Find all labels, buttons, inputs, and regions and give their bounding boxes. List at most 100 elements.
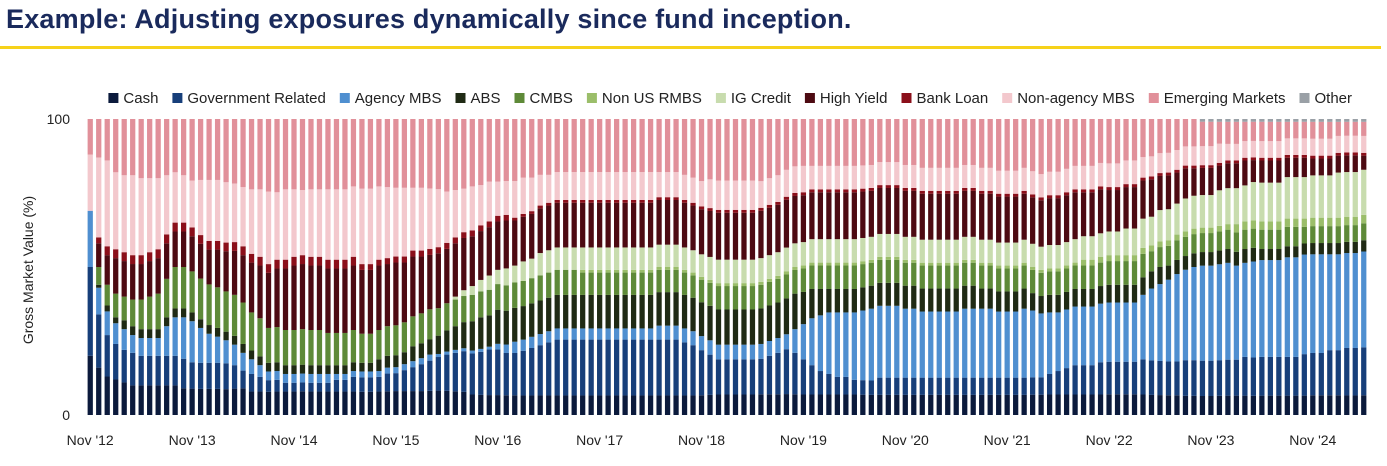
bar-segment xyxy=(1225,249,1231,263)
bar-segment xyxy=(962,377,968,395)
bar-segment xyxy=(749,359,756,395)
bar-segment xyxy=(359,119,365,189)
bar-segment xyxy=(1174,259,1180,275)
bar-segment xyxy=(537,334,543,346)
bar-segment xyxy=(418,391,424,415)
bar-segment xyxy=(1293,138,1299,155)
bar-segment xyxy=(1114,361,1121,395)
bar-segment xyxy=(1284,177,1290,219)
bar-segment xyxy=(495,309,501,344)
bar-segment xyxy=(1276,119,1282,122)
bar-segment xyxy=(1259,160,1265,183)
bar-segment xyxy=(1250,395,1257,415)
bar-segment xyxy=(1097,286,1104,304)
bar-segment xyxy=(936,262,942,266)
bar-segment xyxy=(529,119,535,178)
bar-segment xyxy=(495,221,501,270)
bar-segment xyxy=(698,119,705,182)
bar-segment xyxy=(1233,251,1240,266)
bar-segment xyxy=(622,328,628,340)
bars xyxy=(87,119,1367,415)
bar-segment xyxy=(223,242,229,252)
bar-segment xyxy=(452,237,458,244)
bar-segment xyxy=(673,119,679,173)
x-tick-label: Nov '16 xyxy=(474,432,521,448)
bar-segment xyxy=(1148,216,1155,246)
bar-segment xyxy=(1030,269,1036,294)
bar-segment xyxy=(834,165,840,190)
bar-segment xyxy=(1361,119,1367,122)
bar-segment xyxy=(1030,197,1036,244)
bar-segment xyxy=(834,394,840,415)
bar-segment xyxy=(834,376,840,395)
bar-segment xyxy=(741,212,747,260)
bar-segment xyxy=(554,328,560,340)
bar-segment xyxy=(130,385,136,415)
bar-segment xyxy=(231,344,238,366)
bar-segment xyxy=(1242,141,1248,158)
bar-segment xyxy=(996,311,1002,378)
bar-segment xyxy=(639,199,645,203)
bar-segment xyxy=(1361,121,1367,136)
bar-segment xyxy=(512,265,518,283)
bar-segment xyxy=(1301,177,1307,219)
bar-segment xyxy=(1097,303,1104,363)
bar-segment xyxy=(1080,394,1087,415)
bar-segment xyxy=(707,305,713,341)
bar-segment xyxy=(622,395,628,415)
bar-segment xyxy=(537,300,543,335)
bar-segment xyxy=(817,189,824,193)
bar-segment xyxy=(333,332,340,366)
bar-segment xyxy=(96,287,102,315)
bar-segment xyxy=(248,189,255,254)
bar-segment xyxy=(809,239,815,263)
bar-segment xyxy=(860,380,866,395)
bar-segment xyxy=(630,272,637,295)
bar-segment xyxy=(953,239,959,263)
bar-segment xyxy=(546,342,552,396)
bar-segment xyxy=(1021,119,1027,168)
bar-segment xyxy=(1148,271,1155,289)
bar-segment xyxy=(877,233,883,257)
bar-segment xyxy=(495,119,501,182)
bar-segment xyxy=(1114,187,1121,191)
bar-segment xyxy=(656,339,662,396)
bar-segment xyxy=(147,338,153,356)
bar-segment xyxy=(715,209,722,213)
bar-segment xyxy=(546,331,552,343)
bar-segment xyxy=(214,249,221,288)
bar-segment xyxy=(1114,190,1121,232)
bar-segment xyxy=(1267,157,1273,161)
bar-segment xyxy=(401,352,408,365)
bar-segment xyxy=(1013,311,1019,378)
bar-segment xyxy=(265,272,272,328)
bar-segment xyxy=(885,259,891,283)
bar-segment xyxy=(435,390,441,415)
bar-segment xyxy=(1344,216,1350,226)
bar-segment xyxy=(1225,119,1231,122)
bar-segment xyxy=(843,239,849,263)
bar-segment xyxy=(690,331,696,346)
bar-segment xyxy=(469,294,475,322)
bar-segment xyxy=(1165,240,1172,246)
bar-segment xyxy=(953,193,959,240)
bar-segment xyxy=(1046,171,1053,196)
bar-segment xyxy=(257,356,263,366)
bar-segment xyxy=(1123,302,1129,362)
bar-segment xyxy=(393,262,399,326)
bar-segment xyxy=(834,239,840,263)
bar-segment xyxy=(316,382,323,392)
bar-segment xyxy=(1148,156,1155,177)
bar-segment xyxy=(987,262,993,266)
bar-segment xyxy=(1013,394,1019,415)
legend-swatch xyxy=(804,93,815,103)
bar-segment xyxy=(673,339,679,396)
bar-segment xyxy=(605,247,611,270)
bar-segment xyxy=(299,364,306,374)
axes: 0 100 Gross Market Value (%) xyxy=(20,111,70,423)
bar-segment xyxy=(1216,395,1223,415)
bar-segment xyxy=(1021,239,1027,263)
bar-segment xyxy=(860,287,866,311)
bar-segment xyxy=(240,187,246,247)
bar-segment xyxy=(580,272,586,295)
